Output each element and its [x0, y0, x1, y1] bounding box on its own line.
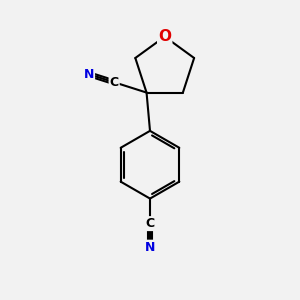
Text: N: N: [145, 241, 155, 254]
Text: C: C: [110, 76, 119, 89]
Text: C: C: [146, 217, 154, 230]
Text: N: N: [84, 68, 94, 81]
Text: O: O: [158, 29, 171, 44]
